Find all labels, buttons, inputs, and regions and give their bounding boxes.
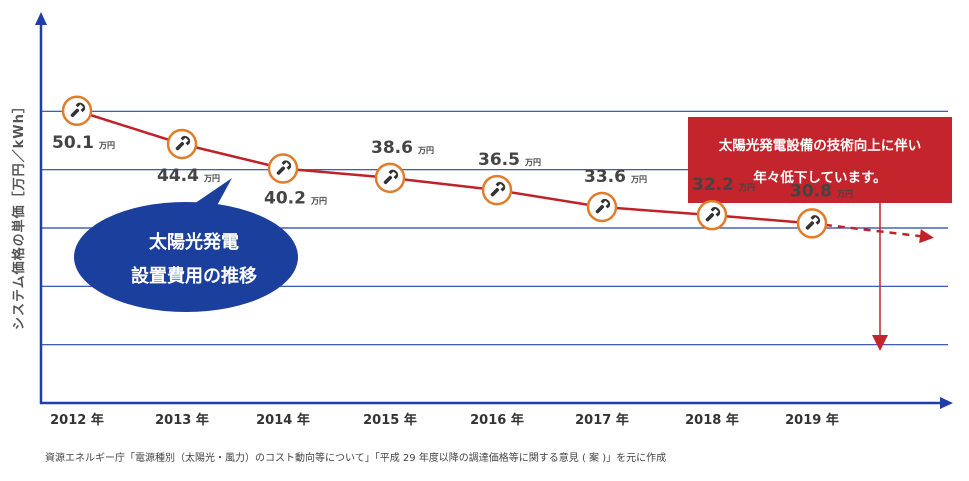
wrench-marker (586, 191, 618, 223)
wrench-icon (276, 160, 292, 175)
wrench-marker (267, 153, 299, 184)
source-note: 資源エネルギー庁「電源種別（太陽光・風力）のコスト動向等について」「平成 29 … (45, 453, 667, 464)
y-axis (35, 12, 47, 404)
wrench-marker (374, 162, 406, 194)
data-label: 30.8 万円 (790, 181, 853, 201)
callout-box: 太陽光発電設備の技術向上に伴い 年々低下しています。 (688, 117, 952, 351)
speech-bubble: 太陽光発電 設置費用の推移 (74, 178, 298, 312)
bubble-line-2: 設置費用の推移 (131, 265, 257, 287)
data-label: 36.5 万円 (478, 150, 541, 170)
wrench-marker (61, 95, 93, 126)
x-tick-label: 2018 年 (685, 412, 739, 428)
data-label: 38.6 万円 (371, 138, 434, 158)
wrench-marker (696, 199, 728, 231)
wrench-marker (481, 174, 513, 206)
wrench-icon (70, 102, 86, 118)
data-label: 33.6 万円 (584, 167, 647, 187)
wrench-icon (595, 198, 611, 214)
value-labels: 50.1 万円 44.4 万円 40.2 万円 38.6 万円 36.5 万円 33.6 万円 32.2… (52, 133, 853, 209)
bubble-line-1: 太陽光発電 (149, 231, 239, 253)
wrench-icon (805, 215, 821, 230)
wrench-icon (383, 169, 399, 185)
x-tick-label: 2016 年 (470, 412, 524, 428)
data-label: 32.2 万円 (692, 175, 755, 195)
x-tick-label: 2019 年 (785, 412, 839, 428)
callout-arrow-head (872, 335, 888, 351)
data-label: 44.4 万円 (157, 166, 220, 186)
callout-line-1: 太陽光発電設備の技術向上に伴い (719, 137, 922, 154)
price-series (76, 109, 934, 244)
trend-arrow-head (919, 229, 934, 244)
y-axis-label: システム価格の単価［万円／kWh］ (11, 99, 27, 330)
wrench-icon (490, 181, 506, 197)
callout-line-2: 年々低下しています。 (753, 169, 886, 186)
x-axis (40, 397, 953, 409)
x-tick-label: 2015 年 (363, 412, 417, 428)
data-label: 40.2 万円 (264, 189, 327, 209)
x-tick-label: 2014 年 (256, 412, 310, 428)
x-tick-label: 2017 年 (575, 412, 629, 428)
data-markers (61, 95, 828, 239)
x-tick-labels: 2012 年 2013 年 2014 年 2015 年 2016 年 2017 年 2018… (50, 412, 839, 428)
data-label: 50.1 万円 (52, 133, 115, 153)
wrench-icon (705, 207, 721, 222)
wrench-marker (796, 208, 828, 239)
x-tick-label: 2013 年 (155, 412, 209, 428)
wrench-icon (175, 135, 191, 151)
wrench-marker (166, 128, 198, 160)
x-tick-label: 2012 年 (50, 412, 104, 428)
series-line (76, 109, 813, 225)
trend-extension (811, 222, 921, 238)
